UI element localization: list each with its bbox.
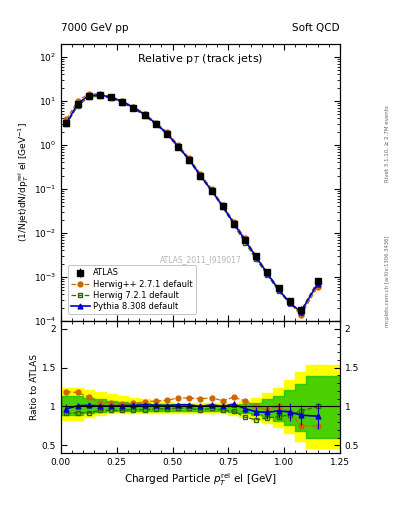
Herwig++ 2.7.1 default (187, 155, 192, 161)
Herwig++ 2.7.1 default (176, 142, 180, 148)
Herwig++ 2.7.1 default (153, 119, 158, 125)
Herwig++ 2.7.1 default (209, 186, 214, 192)
Pythia 8.308 default (142, 112, 147, 118)
Herwig++ 2.7.1 default (254, 253, 259, 259)
Legend: ATLAS, Herwig++ 2.7.1 default, Herwig 7.2.1 default, Pythia 8.308 default: ATLAS, Herwig++ 2.7.1 default, Herwig 7.… (68, 265, 196, 314)
Herwig 7.2.1 default (120, 100, 125, 106)
Herwig++ 2.7.1 default (97, 91, 102, 97)
Herwig++ 2.7.1 default (198, 170, 203, 177)
Line: Herwig 7.2.1 default: Herwig 7.2.1 default (64, 94, 320, 313)
Line: Herwig++ 2.7.1 default: Herwig++ 2.7.1 default (64, 91, 320, 317)
Herwig 7.2.1 default (176, 144, 180, 151)
Text: Rivet 3.1.10, ≥ 2.7M events: Rivet 3.1.10, ≥ 2.7M events (385, 105, 389, 182)
Herwig 7.2.1 default (231, 222, 236, 228)
Text: 7000 GeV pp: 7000 GeV pp (61, 23, 129, 33)
Herwig++ 2.7.1 default (165, 129, 169, 135)
X-axis label: Charged Particle $p^{\rm rel}_T$ el [GeV]: Charged Particle $p^{\rm rel}_T$ el [GeV… (124, 471, 277, 488)
Y-axis label: (1/Njet)dN/dp$^{\rm rel}_T$ el [GeV$^{-1}$]: (1/Njet)dN/dp$^{\rm rel}_T$ el [GeV$^{-1… (16, 122, 31, 242)
Pythia 8.308 default (198, 173, 203, 179)
Pythia 8.308 default (209, 187, 214, 194)
Pythia 8.308 default (109, 94, 114, 100)
Pythia 8.308 default (153, 120, 158, 126)
Herwig++ 2.7.1 default (243, 236, 248, 242)
Herwig 7.2.1 default (243, 240, 248, 246)
Pythia 8.308 default (276, 286, 281, 292)
Herwig 7.2.1 default (220, 204, 225, 210)
Pythia 8.308 default (131, 104, 136, 111)
Herwig 7.2.1 default (276, 288, 281, 294)
Herwig++ 2.7.1 default (131, 104, 136, 110)
Herwig 7.2.1 default (109, 95, 114, 101)
Herwig++ 2.7.1 default (315, 284, 320, 290)
Herwig++ 2.7.1 default (299, 312, 303, 318)
Pythia 8.308 default (75, 101, 80, 107)
Pythia 8.308 default (287, 300, 292, 306)
Herwig 7.2.1 default (131, 105, 136, 112)
Herwig 7.2.1 default (165, 131, 169, 137)
Herwig++ 2.7.1 default (287, 300, 292, 306)
Herwig 7.2.1 default (287, 301, 292, 307)
Pythia 8.308 default (231, 220, 236, 226)
Herwig 7.2.1 default (198, 174, 203, 180)
Herwig++ 2.7.1 default (276, 285, 281, 291)
Herwig++ 2.7.1 default (142, 111, 147, 117)
Herwig 7.2.1 default (86, 94, 91, 100)
Herwig++ 2.7.1 default (86, 91, 91, 97)
Herwig 7.2.1 default (64, 121, 69, 127)
Herwig 7.2.1 default (254, 257, 259, 263)
Herwig++ 2.7.1 default (120, 98, 125, 104)
Text: mcplots.cern.ch [arXiv:1306.3436]: mcplots.cern.ch [arXiv:1306.3436] (385, 236, 389, 327)
Herwig++ 2.7.1 default (64, 116, 69, 122)
Herwig++ 2.7.1 default (109, 94, 114, 100)
Herwig++ 2.7.1 default (75, 98, 80, 104)
Herwig 7.2.1 default (209, 188, 214, 195)
Herwig 7.2.1 default (315, 278, 320, 284)
Y-axis label: Ratio to ATLAS: Ratio to ATLAS (30, 354, 39, 420)
Herwig 7.2.1 default (142, 113, 147, 119)
Line: Pythia 8.308 default: Pythia 8.308 default (64, 93, 320, 314)
Pythia 8.308 default (220, 203, 225, 209)
Pythia 8.308 default (165, 131, 169, 137)
Text: Soft QCD: Soft QCD (292, 23, 340, 33)
Herwig++ 2.7.1 default (265, 270, 270, 276)
Herwig 7.2.1 default (187, 158, 192, 164)
Pythia 8.308 default (86, 93, 91, 99)
Herwig 7.2.1 default (265, 272, 270, 278)
Herwig 7.2.1 default (299, 308, 303, 314)
Pythia 8.308 default (254, 254, 259, 260)
Herwig 7.2.1 default (75, 102, 80, 109)
Pythia 8.308 default (120, 98, 125, 104)
Herwig 7.2.1 default (97, 93, 102, 99)
Pythia 8.308 default (315, 281, 320, 287)
Pythia 8.308 default (243, 237, 248, 243)
Text: Relative $\mathrm{p}_{T}$ (track jets): Relative $\mathrm{p}_{T}$ (track jets) (137, 52, 264, 66)
Herwig++ 2.7.1 default (231, 219, 236, 225)
Pythia 8.308 default (265, 270, 270, 276)
Herwig++ 2.7.1 default (220, 202, 225, 208)
Pythia 8.308 default (176, 143, 180, 150)
Herwig 7.2.1 default (153, 121, 158, 127)
Pythia 8.308 default (187, 157, 192, 163)
Pythia 8.308 default (97, 92, 102, 98)
Pythia 8.308 default (64, 120, 69, 126)
Pythia 8.308 default (299, 309, 303, 315)
Text: ATLAS_2011_I919017: ATLAS_2011_I919017 (160, 255, 241, 264)
